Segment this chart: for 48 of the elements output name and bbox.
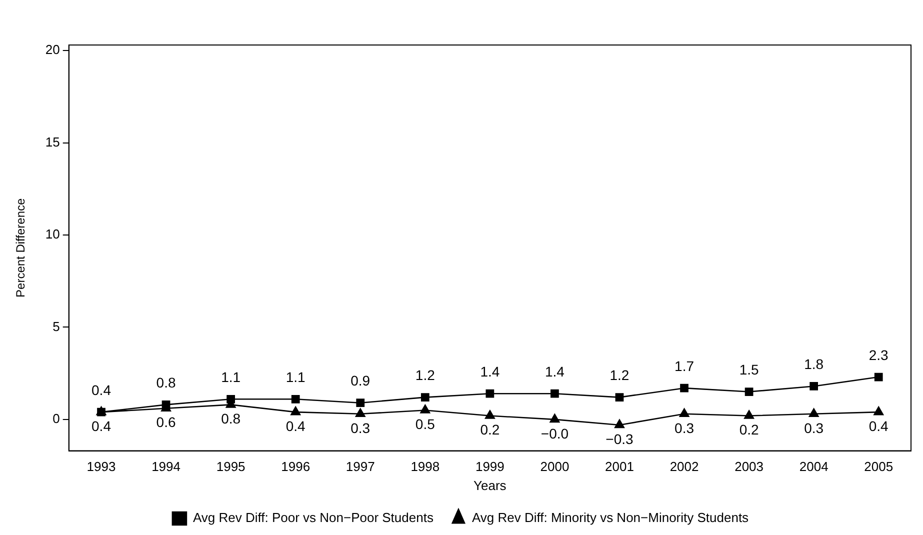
x-tick-label: 1995 xyxy=(216,459,246,474)
x-tick-label: 1997 xyxy=(346,459,375,474)
data-label: 0.4 xyxy=(92,382,112,398)
x-tick-label: 2004 xyxy=(799,459,828,474)
data-label: 1.1 xyxy=(286,369,306,386)
legend-label: Avg Rev Diff: Minority vs Non−Minority Students xyxy=(472,510,750,526)
data-label: 0.6 xyxy=(156,414,176,430)
data-label: 0.3 xyxy=(804,420,824,436)
x-tick-label: 2003 xyxy=(734,459,764,474)
x-tick-label: 2002 xyxy=(670,459,699,474)
data-label: 0.2 xyxy=(480,422,500,438)
y-tick-label: 15 xyxy=(45,134,60,150)
x-tick-label: 1998 xyxy=(410,459,440,474)
data-label: 0.8 xyxy=(221,410,241,427)
y-tick-label: 0 xyxy=(52,411,60,426)
data-label: 0.4 xyxy=(92,418,112,434)
data-label: −0.3 xyxy=(606,430,634,447)
x-tick-label: 1993 xyxy=(86,459,116,474)
y-tick-label: 5 xyxy=(52,318,60,334)
data-label: 1.4 xyxy=(480,363,500,380)
data-label: 1.4 xyxy=(544,363,565,380)
legend-label: Avg Rev Diff: Poor vs Non−Poor Students xyxy=(192,510,434,526)
x-tick-label: 2000 xyxy=(540,459,570,474)
y-axis-title: Percent Difference xyxy=(14,198,28,298)
x-tick-label: 2001 xyxy=(605,459,634,474)
data-label: 0.4 xyxy=(286,418,306,434)
data-label: 0.3 xyxy=(674,420,694,436)
data-label: 0.3 xyxy=(350,420,370,436)
y-tick-label: 20 xyxy=(45,42,60,58)
y-tick-label: 10 xyxy=(45,226,60,242)
data-label: 0.4 xyxy=(868,418,889,434)
data-label: 1.8 xyxy=(804,356,824,372)
data-label: 1.7 xyxy=(674,358,694,374)
x-tick-label: 2005 xyxy=(864,459,894,474)
x-tick-label: 1994 xyxy=(152,459,180,474)
data-label: 0.2 xyxy=(739,422,759,438)
data-label: 1.2 xyxy=(415,367,436,384)
x-axis-title: Years xyxy=(474,478,507,493)
data-label: 0.9 xyxy=(350,372,370,389)
data-label: 2.3 xyxy=(868,346,889,363)
data-label: 1.1 xyxy=(221,369,241,386)
data-label: −0.0 xyxy=(540,425,569,442)
data-label: 0.5 xyxy=(415,416,436,432)
x-tick-label: 1999 xyxy=(475,459,504,474)
data-label: 1.2 xyxy=(610,367,630,384)
x-tick-label: 1996 xyxy=(281,459,310,474)
data-label: 0.8 xyxy=(156,374,176,391)
data-label: 1.5 xyxy=(739,362,759,378)
